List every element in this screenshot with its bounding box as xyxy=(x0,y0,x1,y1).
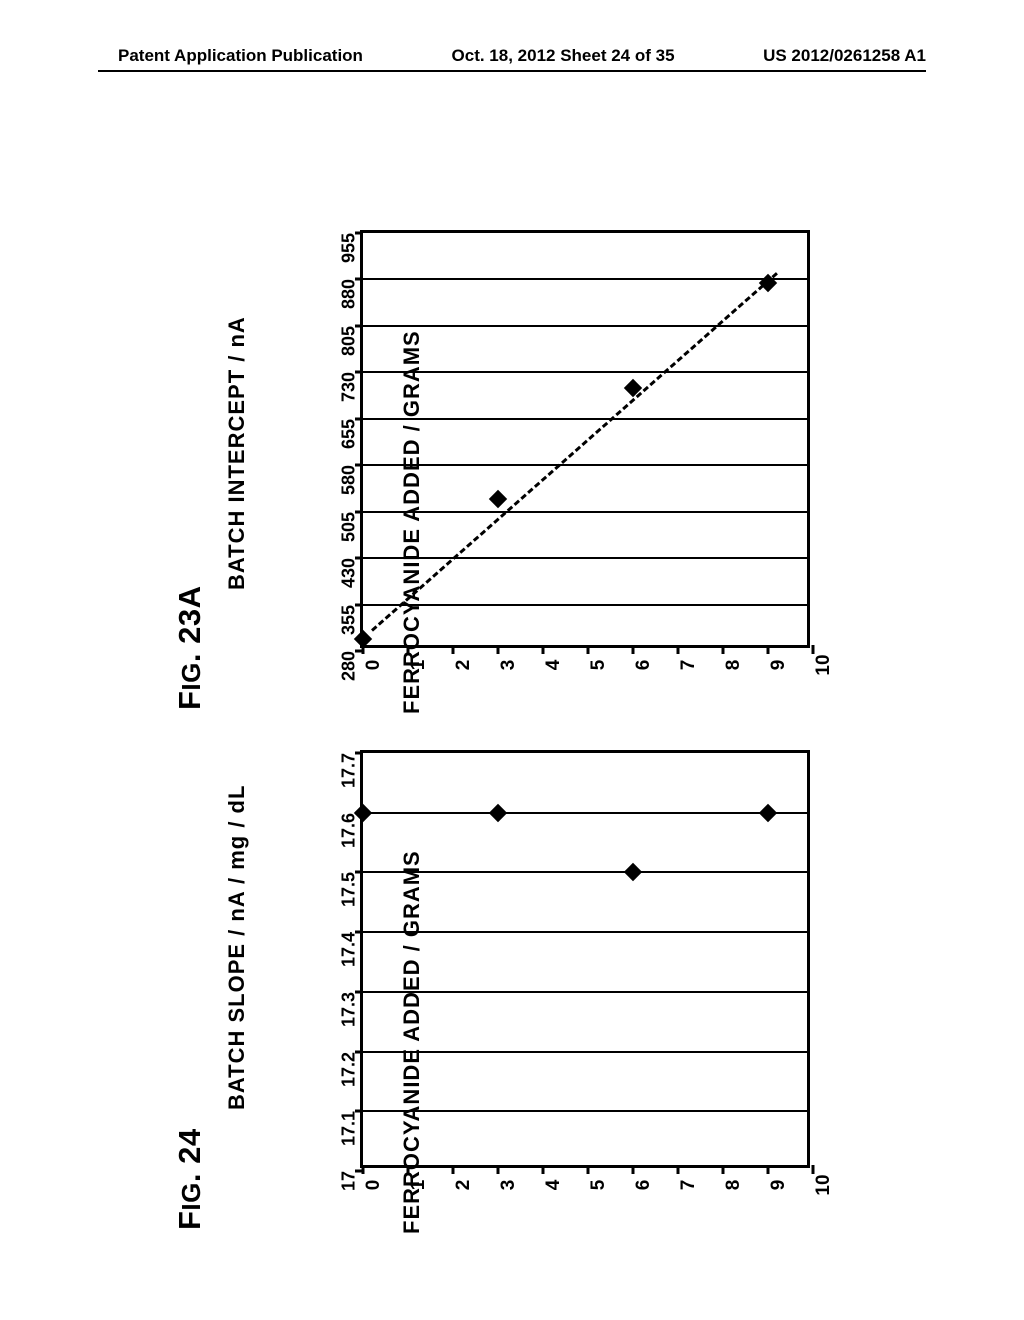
xtick-mark xyxy=(767,1165,770,1174)
xtick-label: 6 xyxy=(633,1180,655,1191)
ytick-label: 17.5 xyxy=(339,872,360,907)
xtick-label: 9 xyxy=(768,660,790,671)
xtick-mark xyxy=(362,1165,365,1174)
xtick-label: 2 xyxy=(453,1180,475,1191)
ytick-label: 280 xyxy=(339,651,360,681)
xtick-mark xyxy=(677,645,680,654)
data-point xyxy=(489,804,507,822)
xtick-label: 5 xyxy=(588,1180,610,1191)
ytick-label: 430 xyxy=(339,558,360,588)
ytick-label: 880 xyxy=(339,279,360,309)
ytick-label: 17.4 xyxy=(339,932,360,967)
figure-24-label: FIG. 24 xyxy=(172,1128,208,1230)
xtick-mark xyxy=(812,1165,815,1174)
xtick-label: 5 xyxy=(588,660,610,671)
figure-23a-plot: 2803554305055806557308058809550123456789… xyxy=(360,230,810,648)
ytick-label: 730 xyxy=(339,372,360,402)
ytick-label: 17.7 xyxy=(339,753,360,788)
xtick-label: 10 xyxy=(813,654,835,675)
gridline xyxy=(363,371,807,373)
figure-24-xlabel: FERROCYANIDE ADDED / GRAMS xyxy=(399,850,425,1234)
gridline xyxy=(363,464,807,466)
xtick-label: 9 xyxy=(768,1180,790,1191)
xtick-mark xyxy=(722,1165,725,1174)
gridline xyxy=(363,325,807,327)
gridline xyxy=(363,931,807,933)
gridline xyxy=(363,812,807,814)
xtick-label: 10 xyxy=(813,1174,835,1195)
xtick-label: 4 xyxy=(543,660,565,671)
header-center: Oct. 18, 2012 Sheet 24 of 35 xyxy=(452,46,675,66)
xtick-mark xyxy=(632,645,635,654)
gridline xyxy=(363,1051,807,1053)
gridline xyxy=(363,557,807,559)
xtick-label: 2 xyxy=(453,660,475,671)
xtick-mark xyxy=(497,645,500,654)
xtick-mark xyxy=(812,645,815,654)
xtick-label: 3 xyxy=(498,1180,520,1191)
xtick-mark xyxy=(542,645,545,654)
ytick-label: 355 xyxy=(339,605,360,635)
gridline xyxy=(363,604,807,606)
header-rule xyxy=(98,70,926,72)
figure-24-plot: 1717.117.217.317.417.517.617.70123456789… xyxy=(360,750,810,1168)
xtick-mark xyxy=(767,645,770,654)
xtick-label: 7 xyxy=(678,1180,700,1191)
ytick-label: 580 xyxy=(339,465,360,495)
xtick-mark xyxy=(542,1165,545,1174)
xtick-mark xyxy=(677,1165,680,1174)
ytick-label: 655 xyxy=(339,419,360,449)
figure-24: FIG. 24 BATCH SLOPE / nA / mg / dL 1717.… xyxy=(180,740,900,1230)
xtick-label: 0 xyxy=(363,660,385,671)
gridline xyxy=(363,278,807,280)
xtick-label: 8 xyxy=(723,1180,745,1191)
data-point xyxy=(489,490,507,508)
figure-23a-ylabel: BATCH INTERCEPT / nA xyxy=(224,316,250,590)
xtick-label: 7 xyxy=(678,660,700,671)
data-point xyxy=(624,863,642,881)
ytick-label: 17.2 xyxy=(339,1052,360,1087)
ytick-label: 17.6 xyxy=(339,813,360,848)
xtick-mark xyxy=(587,645,590,654)
ytick-label: 17 xyxy=(339,1171,360,1191)
xtick-mark xyxy=(452,645,455,654)
figure-24-ylabel: BATCH SLOPE / nA / mg / dL xyxy=(224,785,250,1110)
header-left: Patent Application Publication xyxy=(118,46,363,66)
xtick-mark xyxy=(497,1165,500,1174)
xtick-mark xyxy=(632,1165,635,1174)
ytick-label: 505 xyxy=(339,512,360,542)
xtick-mark xyxy=(452,1165,455,1174)
ytick-label: 17.1 xyxy=(339,1111,360,1146)
xtick-label: 0 xyxy=(363,1180,385,1191)
figure-23a-label: FIG. 23A xyxy=(172,586,208,711)
data-point xyxy=(759,804,777,822)
xtick-mark xyxy=(587,1165,590,1174)
gridline xyxy=(363,991,807,993)
xtick-label: 3 xyxy=(498,660,520,671)
xtick-label: 4 xyxy=(543,1180,565,1191)
gridline xyxy=(363,871,807,873)
gridline xyxy=(363,1110,807,1112)
figure-23a: FIG. 23A BATCH INTERCEPT / nA 2803554305… xyxy=(180,220,900,710)
xtick-label: 6 xyxy=(633,660,655,671)
xtick-label: 8 xyxy=(723,660,745,671)
ytick-label: 17.3 xyxy=(339,992,360,1027)
page-header: Patent Application Publication Oct. 18, … xyxy=(0,46,1024,66)
gridline xyxy=(363,418,807,420)
header-right: US 2012/0261258 A1 xyxy=(763,46,926,66)
ytick-label: 805 xyxy=(339,326,360,356)
gridline xyxy=(363,511,807,513)
xtick-mark xyxy=(722,645,725,654)
figure-23a-xlabel: FERROCYANIDE ADDED / GRAMS xyxy=(399,330,425,714)
ytick-label: 955 xyxy=(339,233,360,263)
